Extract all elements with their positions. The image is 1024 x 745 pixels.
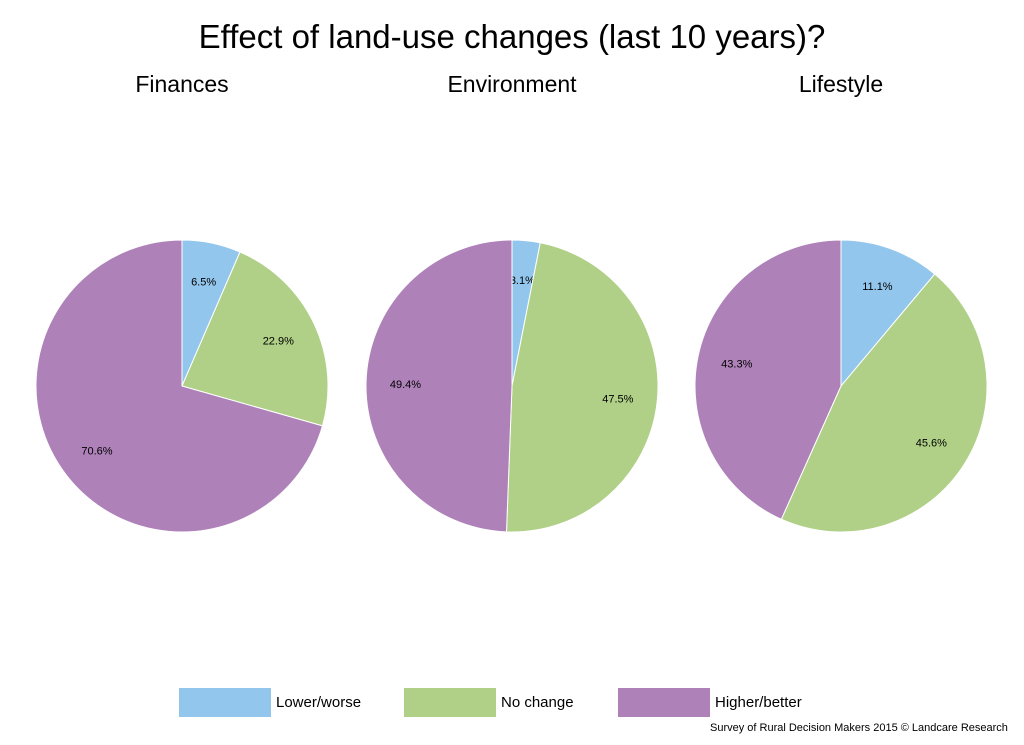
pie-label-finances-lower-worse: 6.5% [191, 277, 216, 289]
pie-title-lifestyle: Lifestyle [798, 71, 884, 97]
legend-item-higher-better: Higher/better [617, 687, 802, 718]
pie-label-lifestyle-higher-better: 43.3% [721, 359, 752, 371]
pie-label-finances-no-change: 22.9% [263, 335, 294, 347]
legend-label-no-change: No change [501, 694, 574, 711]
source-footer: Survey of Rural Decision Makers 2015 © L… [710, 722, 1008, 734]
legend-item-lower-worse: Lower/worse [178, 687, 361, 718]
pie-slice-lifestyle-no-change [780, 273, 988, 533]
legend-label-lower-worse: Lower/worse [276, 694, 362, 711]
pie-slice-finances-higher-better [35, 239, 324, 533]
legend-swatch-no-change [403, 687, 497, 718]
legend-label-higher-better: Higher/better [715, 694, 802, 711]
pie-label-environment-lower-worse: 3.1% [510, 275, 535, 287]
legend-swatch-higher-better [617, 687, 711, 718]
pie-label-lifestyle-no-change: 45.6% [916, 438, 947, 450]
pie-slice-lifestyle-lower-worse [840, 239, 936, 388]
pie-slice-environment-higher-better [365, 239, 513, 533]
pie-label-lifestyle-lower-worse: 11.1% [862, 281, 893, 293]
pie-title-environment: Environment [447, 71, 577, 97]
pie-slice-environment-no-change [505, 242, 659, 533]
pie-label-finances-higher-better: 70.6% [81, 445, 112, 457]
pie-title-finances: Finances [135, 71, 229, 97]
pie-label-environment-higher-better: 49.4% [390, 379, 421, 391]
pie-slice-lifestyle-higher-better [694, 239, 842, 520]
legend-item-no-change: No change [403, 687, 574, 718]
pie-slice-finances-no-change [181, 251, 329, 427]
pie-label-environment-no-change: 47.5% [602, 393, 633, 405]
chart-title: Effect of land-use changes (last 10 year… [198, 18, 826, 55]
legend-swatch-lower-worse [178, 687, 272, 718]
